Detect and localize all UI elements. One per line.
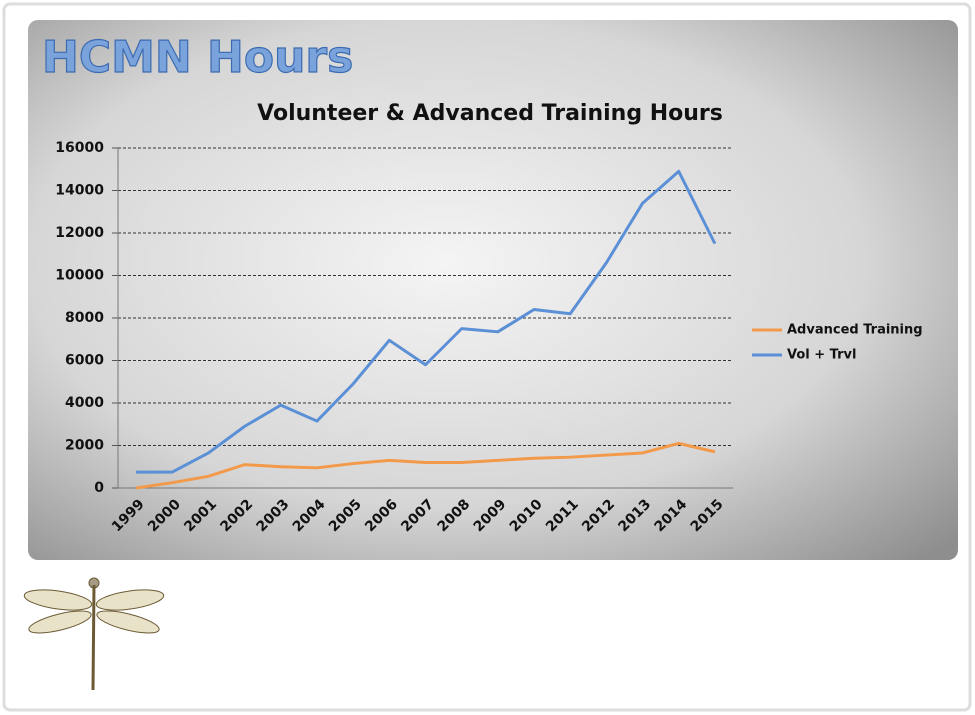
y-tick-label: 6000 [65, 353, 104, 369]
chart-title: Volunteer & Advanced Training Hours [257, 101, 723, 126]
y-tick-label: 8000 [65, 310, 104, 326]
y-tick-label: 10000 [55, 268, 104, 284]
legend-label: Advanced Training [787, 323, 923, 338]
y-tick-label: 12000 [55, 225, 104, 241]
y-tick-label: 16000 [55, 140, 104, 156]
chart: HCMN Hours Volunteer & Advanced Training… [0, 0, 975, 715]
y-tick-label: 0 [94, 480, 104, 496]
y-tick-label: 2000 [65, 438, 104, 454]
slide-title: HCMN Hours [42, 32, 353, 83]
slide: HCMN Hours Volunteer & Advanced Training… [0, 0, 975, 715]
y-tick-label: 14000 [55, 183, 104, 199]
legend-label: Vol + Trvl [787, 348, 856, 363]
y-tick-label: 4000 [65, 395, 104, 411]
